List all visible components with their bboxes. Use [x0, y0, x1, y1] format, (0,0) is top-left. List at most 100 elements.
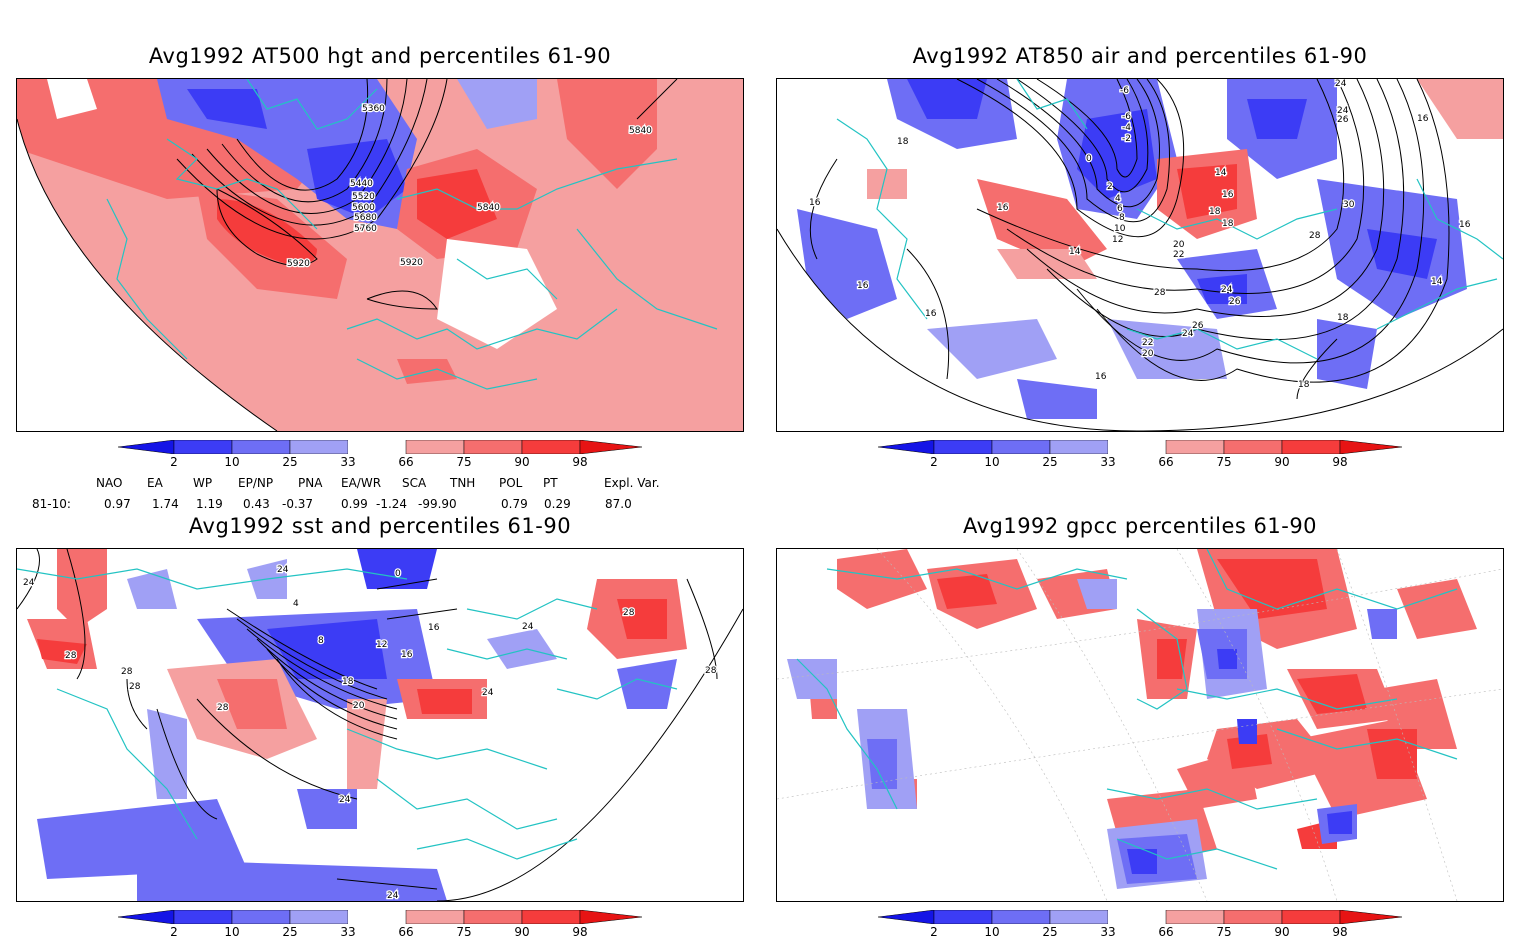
contour-label: -6: [1120, 86, 1129, 96]
teleconnection-index-table: NAO EA WP EP/NP PNA EA/WR SCA TNH POL PT…: [0, 476, 760, 516]
contour-label: 0: [1086, 154, 1092, 164]
contour-label: 5840: [629, 126, 652, 136]
map-panel-hgt500: 5360 5840 5440 5520 5600 5680 5760 5840 …: [16, 78, 744, 432]
colorbar-tick: 10: [224, 455, 240, 469]
contour-label: 24: [339, 795, 351, 805]
contour-label: 12: [1112, 235, 1123, 245]
colorbar-tick: 25: [1042, 455, 1058, 469]
colorbar-tick: 66: [398, 455, 414, 469]
colorbar-tick: 98: [1332, 925, 1348, 939]
contour-label: 24: [277, 565, 289, 575]
contour-label: 16: [997, 203, 1009, 213]
colorbar-tick: 10: [984, 455, 1000, 469]
panel-title-tr: Avg1992 AT850 air and percentiles 61-90: [912, 44, 1368, 68]
index-row-label: 81-10:: [32, 497, 71, 511]
index-value: -99.90: [418, 497, 457, 511]
colorbar-tick: 33: [1100, 925, 1116, 939]
contour-label: 14: [1215, 168, 1227, 178]
contour-label: 5520: [352, 192, 375, 202]
contour-label: 12: [376, 640, 387, 650]
contour-labels-hgt500: 5360 5840 5440 5520 5600 5680 5760 5840 …: [286, 103, 654, 271]
colorbar-tick: 2: [930, 925, 938, 939]
colorbar-sst: 2 10 25 33 66 75 90 98: [118, 910, 642, 946]
contour-label: 18: [1209, 207, 1221, 217]
contour-label: 16: [809, 198, 821, 208]
contour-label: 14: [1069, 247, 1081, 257]
contour-label: 4: [293, 599, 299, 609]
contour-label: 18: [342, 677, 354, 687]
contour-label: 28: [129, 682, 141, 692]
contour-label: 16: [925, 309, 937, 319]
contour-labels-air850: -6 -6 -4 -2 0 2 4 6 8 10 12 14 16 18 18 …: [808, 79, 1472, 391]
contour-label: 26: [1337, 115, 1349, 125]
contour-label: 8: [1119, 213, 1125, 223]
contour-label: 6: [1117, 204, 1123, 214]
contour-labels-sst: 24 28 28 28 28 4 8 12 16 18 20 24 24 24 …: [22, 564, 718, 901]
contour-label: 26: [1229, 297, 1241, 307]
colorbar-tick: 2: [170, 455, 178, 469]
contour-label: 4: [1115, 194, 1121, 204]
colorbar-tick: 33: [340, 455, 356, 469]
index-value: 1.19: [196, 497, 223, 511]
contour-label: 8: [318, 636, 324, 646]
contour-label: 24: [23, 578, 35, 588]
contour-label: 28: [65, 651, 77, 661]
contour-label: 2: [1107, 182, 1113, 192]
index-header: EP/NP: [238, 476, 274, 490]
contour-label: 28: [705, 666, 717, 676]
contour-label: 22: [1173, 250, 1184, 260]
colorbar-tick: 75: [456, 455, 472, 469]
contour-label: 5600: [352, 203, 375, 213]
map-sst: 24 28 28 28 28 4 8 12 16 18 20 24 24 24 …: [17, 549, 743, 901]
index-header: WP: [193, 476, 213, 490]
index-header: POL: [499, 476, 523, 490]
contour-label: 18: [1222, 219, 1234, 229]
colorbar-gpcc: 2 10 25 33 66 75 90 98: [878, 910, 1402, 946]
index-value: -0.37: [282, 497, 314, 511]
contour-label: 10: [1114, 224, 1126, 234]
map-air850: -6 -6 -4 -2 0 2 4 6 8 10 12 14 16 18 18 …: [777, 79, 1503, 431]
colorbar-tick: 25: [282, 455, 298, 469]
panel-title-tl: Avg1992 AT500 hgt and percentiles 61-90: [148, 44, 612, 68]
index-value: 0.79: [501, 497, 528, 511]
index-header: PNA: [298, 476, 323, 490]
colorbar-tick: 66: [398, 925, 414, 939]
index-header: EA/WR: [341, 476, 382, 490]
colorbar-tick: 25: [1042, 925, 1058, 939]
colorbar-hgt500: 2 10 25 33 66 75 90 98: [118, 440, 642, 476]
index-value: 0.43: [243, 497, 270, 511]
contour-label: 24: [1221, 285, 1233, 295]
contour-label: 28: [121, 667, 133, 677]
map-panel-air850: -6 -6 -4 -2 0 2 4 6 8 10 12 14 16 18 18 …: [776, 78, 1504, 432]
colorbar-tick: 90: [1274, 925, 1290, 939]
contour-label: 0: [395, 569, 401, 579]
colorbar-tick: 33: [340, 925, 356, 939]
contour-label: 18: [1337, 313, 1349, 323]
map-panel-sst: 24 28 28 28 28 4 8 12 16 18 20 24 24 24 …: [16, 548, 744, 902]
contour-label: 28: [1309, 231, 1321, 241]
index-value: 87.0: [605, 497, 632, 511]
index-value: 1.74: [152, 497, 179, 511]
map-gpcc: [777, 549, 1503, 901]
colorbar-tick: 33: [1100, 455, 1116, 469]
contour-label: 24: [387, 891, 399, 901]
contour-label: 24: [482, 688, 494, 698]
colorbar-tick: 25: [282, 925, 298, 939]
colorbar-tick: 2: [170, 925, 178, 939]
colorbar-tick: 10: [984, 925, 1000, 939]
colorbar-tick: 90: [514, 455, 530, 469]
index-value: 0.99: [341, 497, 368, 511]
index-header: Expl. Var.: [604, 476, 660, 490]
contour-label: 16: [857, 281, 869, 291]
panel-title-br: Avg1992 gpcc percentiles 61-90: [962, 514, 1318, 538]
contour-label: 24: [522, 622, 534, 632]
colorbar-tick: 66: [1158, 455, 1174, 469]
map-panel-gpcc: [776, 548, 1504, 902]
contour-label: 5840: [477, 203, 500, 213]
contour-label: 18: [897, 137, 909, 147]
contour-label: 16: [401, 650, 413, 660]
contour-label: 20: [1142, 349, 1154, 359]
contour-label: 18: [1298, 380, 1310, 390]
contour-label: -2: [1122, 134, 1131, 144]
index-header: PT: [543, 476, 558, 490]
